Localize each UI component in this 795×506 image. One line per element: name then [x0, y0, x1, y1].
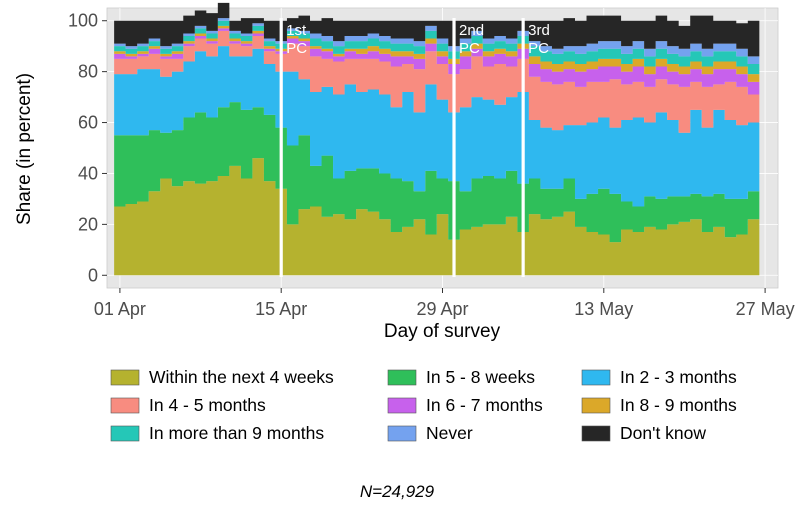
y-tick-label: 60 — [78, 113, 98, 133]
legend-swatch — [110, 369, 140, 386]
legend-swatch — [581, 397, 611, 414]
area-don-t-know — [114, 2, 760, 57]
area-in-more-than-9-months — [114, 20, 760, 75]
legend-item-in-2-3-months: In 2 - 3 months — [581, 367, 737, 387]
area-in-2-3-months — [114, 46, 760, 207]
legend-swatch — [387, 425, 417, 442]
area-never — [114, 18, 760, 64]
legend-swatch — [387, 369, 417, 386]
x-tick-label: 15 Apr — [255, 299, 307, 319]
stacked-areas — [114, 2, 760, 276]
legend-label: In 2 - 3 months — [620, 367, 737, 387]
area-in-6-7-months — [114, 28, 760, 95]
x-tick-label: 27 May — [736, 299, 795, 319]
x-tick-label: 01 Apr — [94, 299, 146, 319]
legend-item-in-6-7-months: In 6 - 7 months — [387, 395, 543, 415]
legend-label: Never — [426, 423, 473, 443]
legend: Within the next 4 weeks In 5 - 8 weeks In … — [110, 367, 737, 443]
legend-label: In more than 9 months — [149, 423, 324, 443]
policy-change-label-1: PC — [286, 40, 307, 57]
policy-change-label-1: 1st — [286, 22, 307, 39]
legend-item-in-4-5-months: In 4 - 5 months — [110, 395, 266, 415]
x-tick-label: 29 Apr — [416, 299, 468, 319]
policy-change-lines — [279, 18, 525, 277]
area-in-4-5-months — [114, 30, 760, 133]
legend-label: In 8 - 9 months — [620, 395, 737, 415]
legend-item-never: Never — [387, 423, 473, 443]
legend-item-don-t-know: Don't know — [581, 423, 706, 443]
x-axis: 01 Apr 15 Apr 29 Apr 13 May 27 May — [94, 288, 795, 319]
legend-label: In 4 - 5 months — [149, 395, 266, 415]
legend-item-within-the-next-4-weeks: Within the next 4 weeks — [110, 367, 334, 387]
legend-swatch — [110, 397, 140, 414]
y-tick-label: 40 — [78, 163, 98, 183]
y-axis-title: Share (in percent) — [14, 73, 35, 225]
y-tick-label: 0 — [88, 265, 98, 285]
legend-label: Don't know — [620, 423, 706, 443]
legend-swatch — [581, 425, 611, 442]
area-in-8-9-months — [114, 25, 760, 82]
y-tick-label: 80 — [78, 62, 98, 82]
legend-label: In 5 - 8 weeks — [426, 367, 535, 387]
legend-label: In 6 - 7 months — [426, 395, 543, 415]
legend-label: Within the next 4 weeks — [149, 367, 334, 387]
sample-size-caption: N=24,929 — [360, 482, 435, 501]
y-axis: 0 20 40 60 80 100 — [68, 11, 107, 285]
legend-item-in-more-than-9-months: In more than 9 months — [110, 423, 324, 443]
legend-swatch — [110, 425, 140, 442]
legend-swatch — [581, 369, 611, 386]
legend-item-in-5-8-weeks: In 5 - 8 weeks — [387, 367, 535, 387]
y-tick-label: 20 — [78, 214, 98, 234]
policy-change-label-3: 3rd — [528, 22, 550, 39]
legend-item-in-8-9-months: In 8 - 9 months — [581, 395, 737, 415]
legend-swatch — [387, 397, 417, 414]
x-tick-label: 13 May — [574, 299, 633, 319]
policy-change-label-3: PC — [528, 40, 549, 57]
policy-change-label-2: PC — [459, 40, 480, 57]
policy-change-label-2: 2nd — [459, 22, 484, 39]
y-tick-label: 100 — [68, 11, 98, 31]
x-axis-title: Day of survey — [384, 321, 501, 342]
